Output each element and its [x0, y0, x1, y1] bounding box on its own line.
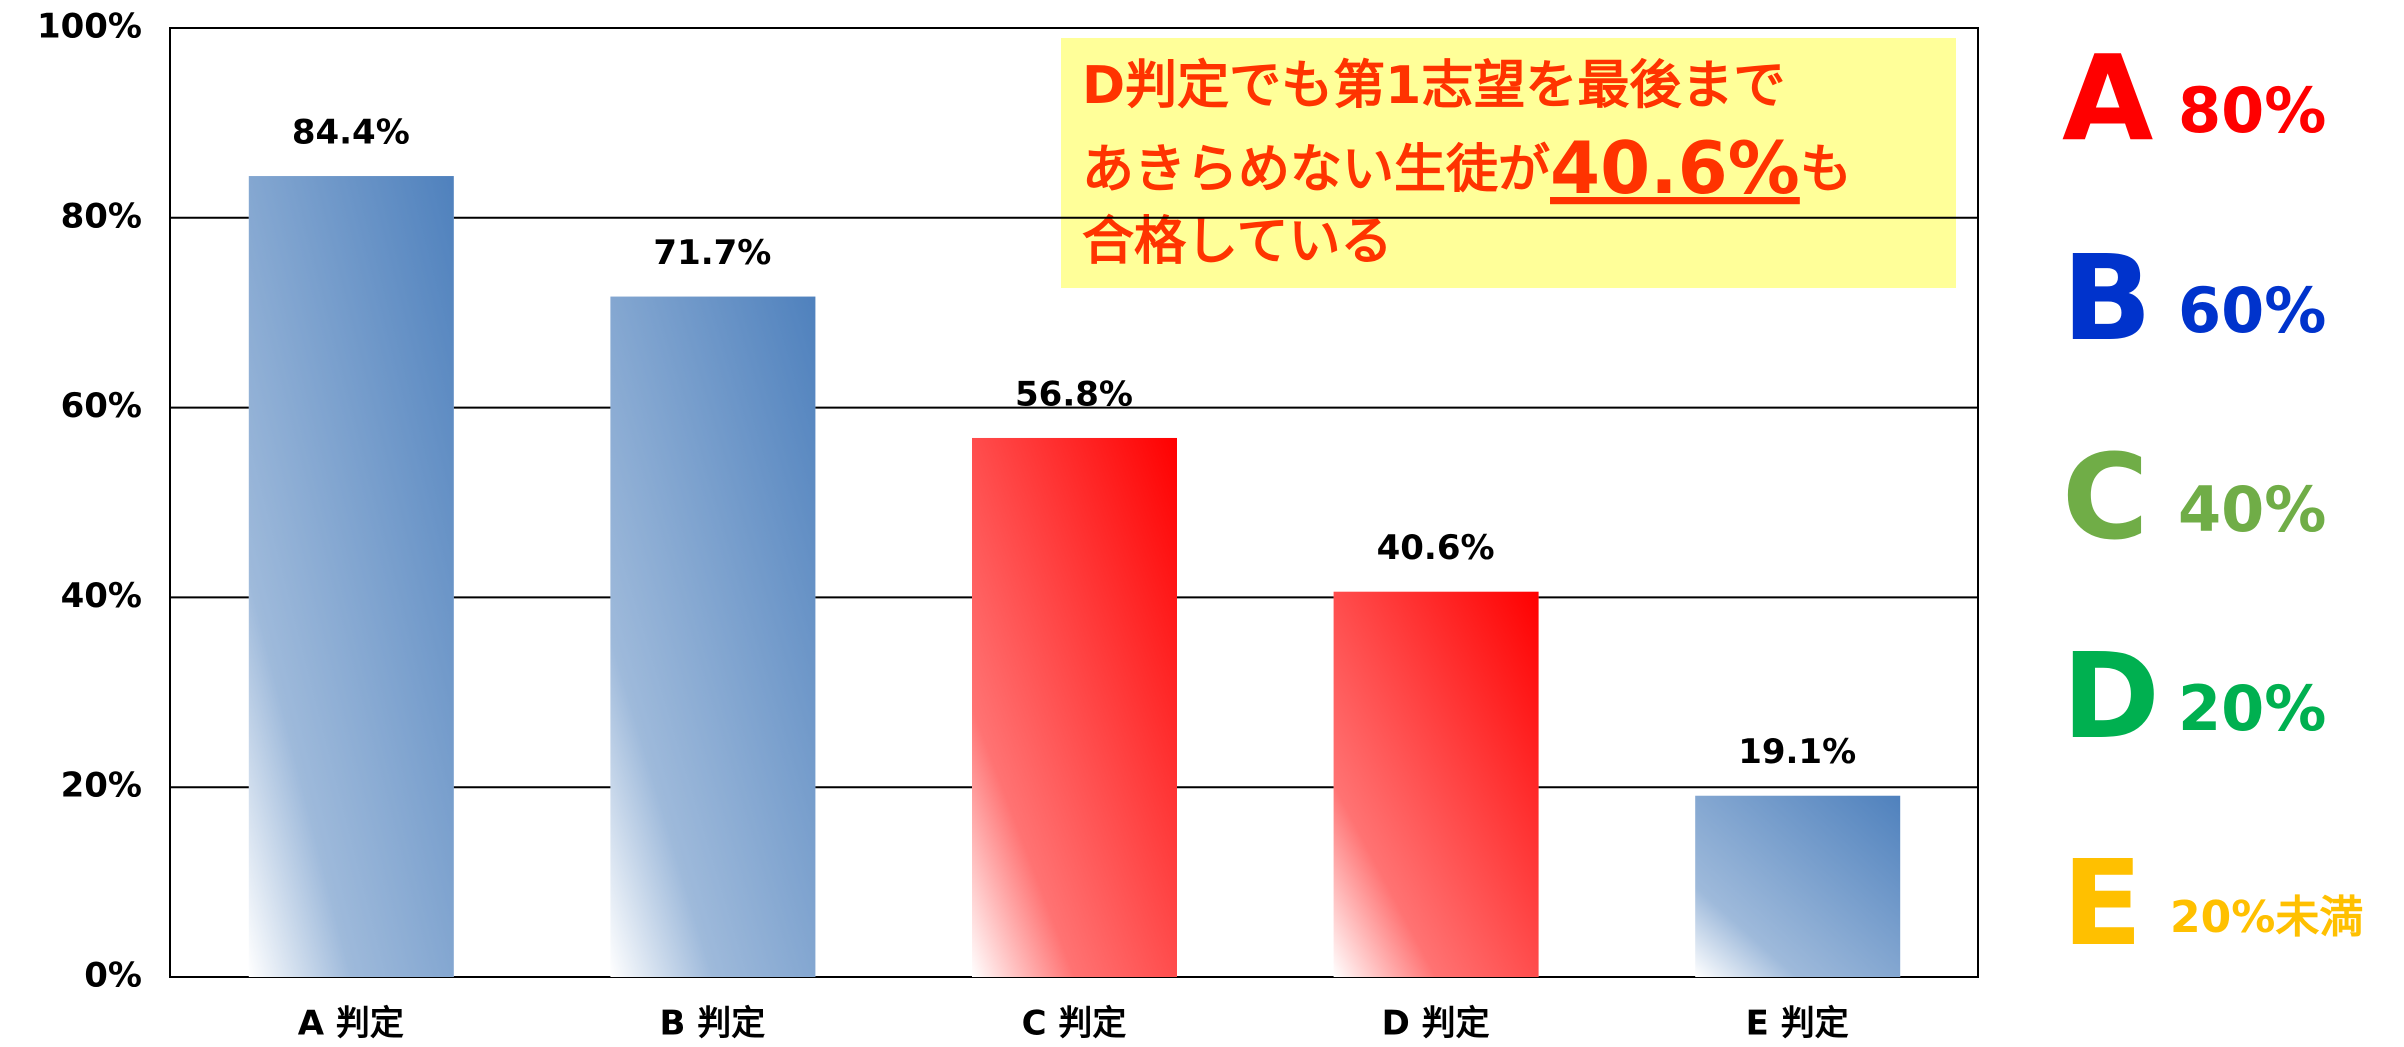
- x-tick-label: B 判定: [660, 1004, 766, 1044]
- y-tick-label: 0%: [84, 956, 142, 996]
- value-label: 71.7%: [653, 233, 771, 273]
- legend-grade: C: [2062, 428, 2149, 566]
- annotation-line: あきらめない生徒が40.6%も: [1082, 126, 1852, 210]
- value-label: 19.1%: [1738, 732, 1856, 772]
- legend-grade: D: [2062, 627, 2160, 765]
- y-tick-label: 60%: [61, 386, 142, 426]
- annotation-highlight: 40.6%: [1550, 126, 1800, 210]
- annotation-part: あきらめない生徒が: [1082, 140, 1550, 200]
- y-tick-label: 100%: [37, 7, 142, 47]
- value-label: 40.6%: [1377, 528, 1495, 568]
- x-tick-label: D 判定: [1382, 1004, 1490, 1044]
- y-tick-label: 40%: [61, 576, 142, 616]
- bar: [248, 176, 454, 977]
- value-label: 56.8%: [1015, 374, 1133, 414]
- bar: [1333, 591, 1539, 977]
- annotation-box: [1061, 38, 1956, 288]
- y-tick-label: 20%: [61, 766, 142, 806]
- x-tick-label: A 判定: [298, 1004, 404, 1044]
- legend-label: 60%: [2178, 274, 2326, 347]
- bar: [972, 437, 1177, 977]
- legend-label: 20%未満: [2170, 892, 2363, 943]
- annotation-part: も: [1800, 140, 1852, 200]
- legend-grade: E: [2062, 834, 2143, 972]
- legend-grade: B: [2062, 229, 2152, 367]
- annotation-line: 合格している: [1082, 212, 1392, 272]
- legend-label: 20%: [2178, 672, 2326, 745]
- bar: [1695, 795, 1901, 977]
- y-tick-label: 80%: [61, 196, 142, 236]
- annotation-line: D判定でも第1志望を最後まで: [1082, 56, 1785, 116]
- legend-grade: A: [2062, 29, 2153, 167]
- value-label: 84.4%: [292, 113, 410, 153]
- legend-label: 40%: [2178, 473, 2326, 546]
- x-tick-label: C 判定: [1022, 1004, 1127, 1044]
- x-tick-label: E 判定: [1746, 1004, 1849, 1044]
- legend-label: 80%: [2178, 74, 2326, 147]
- bar: [610, 296, 816, 977]
